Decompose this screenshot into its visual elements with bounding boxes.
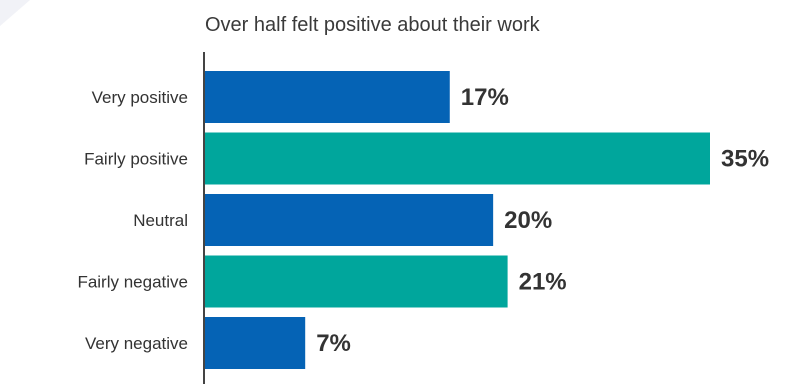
category-label: Very positive [92,88,188,107]
bar-fairly-negative [204,255,508,308]
category-label: Very negative [85,334,188,353]
bar-fairly-positive [204,132,710,185]
value-label: 17% [461,84,509,111]
value-label: 7% [316,330,351,357]
value-label: 20% [504,207,552,234]
category-label: Fairly positive [84,150,188,169]
bar-neutral [204,194,494,246]
value-label: 21% [519,269,567,296]
value-label: 35% [721,146,769,173]
bar-very-positive [204,71,450,123]
labels-layer: Very positive 17% Fairly positive 35% Neutra… [77,84,769,357]
bar-very-negative [204,317,306,369]
chart-title: Over half felt positive about their work [205,14,540,36]
category-label: Neutral [133,211,188,230]
bars-layer [204,71,710,369]
corner-decoration [0,0,30,26]
category-label: Fairly negative [77,273,188,292]
